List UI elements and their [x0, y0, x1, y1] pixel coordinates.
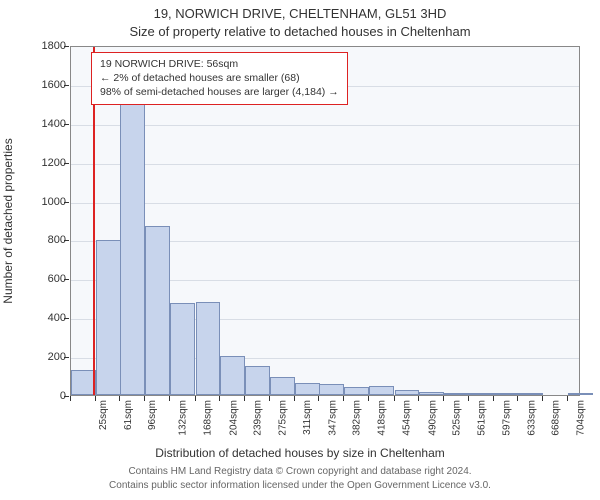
x-tick-mark [567, 396, 568, 401]
histogram-bar [270, 377, 295, 395]
x-tick-label: 418sqm [377, 400, 388, 436]
x-tick-label: 275sqm [278, 400, 289, 436]
footer-licence: Contains public sector information licen… [0, 480, 600, 491]
page-title: 19, NORWICH DRIVE, CHELTENHAM, GL51 3HD [0, 6, 600, 21]
histogram-bar [369, 386, 394, 395]
y-tick-mark [64, 202, 69, 203]
y-tick-label: 1800 [26, 40, 66, 52]
histogram-bar [120, 90, 145, 395]
y-axis-label: Number of detached properties [1, 138, 15, 303]
annotation-line: ← 2% of detached houses are smaller (68) [100, 71, 339, 85]
x-tick-mark [418, 396, 419, 401]
x-tick-label: 454sqm [402, 400, 413, 436]
histogram-bar [518, 393, 543, 395]
x-tick-label: 597sqm [502, 400, 513, 436]
annotation-line: 98% of semi-detached houses are larger (… [100, 85, 339, 99]
x-tick-label: 25sqm [98, 400, 109, 430]
x-tick-mark [517, 396, 518, 401]
y-tick-label: 1600 [26, 79, 66, 91]
gridline [71, 164, 579, 165]
histogram-bar [344, 387, 369, 395]
x-tick-label: 525sqm [451, 400, 462, 436]
histogram-bar [245, 366, 270, 395]
histogram-bar [395, 390, 420, 395]
histogram-bar [196, 302, 221, 395]
y-tick-mark [64, 46, 69, 47]
histogram-bar [568, 393, 593, 395]
x-tick-mark [244, 396, 245, 401]
x-tick-mark [343, 396, 344, 401]
footer-copyright: Contains HM Land Registry data © Crown c… [0, 466, 600, 477]
y-tick-mark [64, 163, 69, 164]
x-tick-label: 382sqm [352, 400, 363, 436]
histogram-bar [469, 393, 494, 395]
gridline [71, 125, 579, 126]
x-tick-label: 132sqm [178, 400, 189, 436]
y-tick-label: 200 [26, 351, 66, 363]
x-tick-mark [542, 396, 543, 401]
x-tick-mark [394, 396, 395, 401]
y-tick-label: 1200 [26, 157, 66, 169]
y-tick-mark [64, 396, 69, 397]
histogram-bar [96, 240, 121, 395]
x-axis-label: Distribution of detached houses by size … [0, 446, 600, 460]
y-tick-label: 0 [26, 390, 66, 402]
annotation-line: 19 NORWICH DRIVE: 56sqm [100, 57, 339, 71]
x-tick-label: 633sqm [527, 400, 538, 436]
histogram-bar [444, 393, 469, 395]
x-tick-label: 561sqm [477, 400, 488, 436]
x-tick-label: 668sqm [551, 400, 562, 436]
y-tick-label: 1000 [26, 196, 66, 208]
y-tick-label: 400 [26, 312, 66, 324]
histogram-bar [319, 384, 344, 395]
x-tick-mark [493, 396, 494, 401]
y-tick-label: 1400 [26, 118, 66, 130]
x-tick-mark [195, 396, 196, 401]
histogram-bar [220, 356, 245, 395]
y-tick-mark [64, 279, 69, 280]
y-tick-label: 800 [26, 234, 66, 246]
x-tick-mark [144, 396, 145, 401]
histogram-bar [170, 303, 195, 395]
x-tick-mark [169, 396, 170, 401]
y-tick-mark [64, 240, 69, 241]
gridline [71, 203, 579, 204]
chart-container: { "title_line1": "19, NORWICH DRIVE, CHE… [0, 0, 600, 500]
histogram-bar [145, 226, 170, 395]
x-tick-label: 239sqm [252, 400, 263, 436]
x-tick-mark [443, 396, 444, 401]
x-tick-mark [95, 396, 96, 401]
x-tick-mark [70, 396, 71, 401]
annotation-box: 19 NORWICH DRIVE: 56sqm← 2% of detached … [91, 52, 348, 105]
y-tick-mark [64, 357, 69, 358]
x-tick-mark [219, 396, 220, 401]
y-tick-mark [64, 318, 69, 319]
x-tick-label: 347sqm [328, 400, 339, 436]
y-tick-label: 600 [26, 273, 66, 285]
chart-subtitle: Size of property relative to detached ho… [0, 24, 600, 39]
x-tick-mark [119, 396, 120, 401]
histogram-bar [295, 383, 320, 395]
x-tick-label: 311sqm [302, 400, 313, 435]
histogram-bar [494, 393, 519, 395]
y-tick-mark [64, 85, 69, 86]
x-tick-label: 96sqm [147, 400, 158, 430]
x-tick-label: 61sqm [123, 400, 134, 430]
x-tick-label: 704sqm [576, 400, 587, 436]
x-tick-mark [368, 396, 369, 401]
x-tick-label: 168sqm [203, 400, 214, 436]
histogram-bar [419, 392, 444, 395]
x-tick-mark [294, 396, 295, 401]
x-tick-label: 490sqm [427, 400, 438, 436]
x-tick-label: 204sqm [228, 400, 239, 436]
x-tick-mark [269, 396, 270, 401]
y-tick-mark [64, 124, 69, 125]
x-tick-mark [318, 396, 319, 401]
plot-area: 19 NORWICH DRIVE: 56sqm← 2% of detached … [70, 46, 580, 396]
x-tick-mark [468, 396, 469, 401]
